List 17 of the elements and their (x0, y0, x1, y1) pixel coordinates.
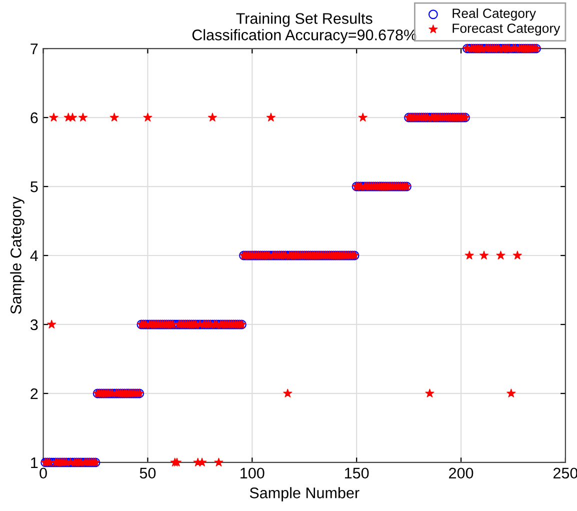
y-tick-label: 5 (30, 182, 38, 192)
y-tick-label: 4 (30, 250, 38, 262)
y-tick-label: 3 (30, 319, 38, 330)
x-tick-label: 0 (40, 468, 47, 479)
y-tick-label: 2 (30, 388, 38, 400)
x-tick-label: 200 (449, 468, 474, 479)
y-axis-title: Sample Category (10, 196, 24, 314)
y-tick-label: 6 (30, 112, 38, 124)
legend-label: Real Category (452, 8, 536, 21)
x-axis-title: Sample Number (250, 487, 360, 502)
y-tick-label: 1 (31, 457, 38, 468)
x-tick-label: 50 (140, 468, 156, 479)
x-tick-label: 100 (240, 468, 264, 479)
legend-label: Forecast Category (452, 24, 560, 36)
y-tick-label: 7 (30, 44, 38, 54)
x-tick-label: 150 (345, 468, 369, 479)
chart-title: Training Set Results Classification Accuracy=90.678% (192, 12, 417, 44)
